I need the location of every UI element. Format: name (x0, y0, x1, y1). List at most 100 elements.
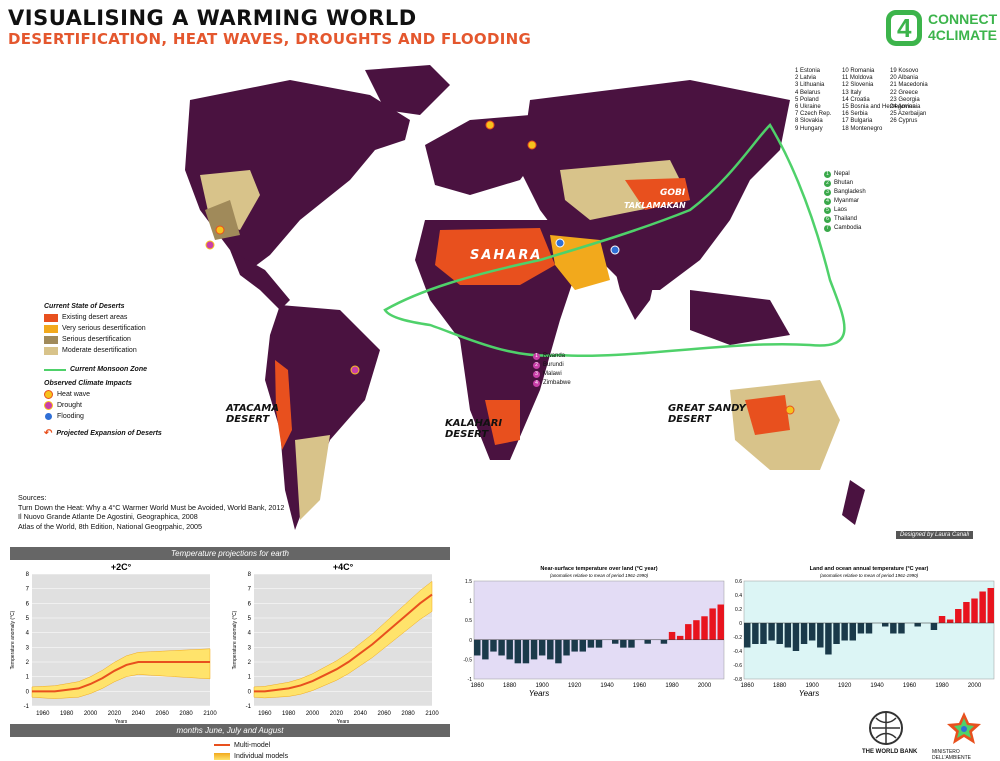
x-tick-label: 1880 (773, 683, 787, 689)
sources-block: Sources: Turn Down the Heat: Why a 4°C W… (18, 493, 284, 531)
x-tick-label: 2040 (132, 711, 146, 717)
chart-subtitle: (anomalies relative to mean of period 19… (550, 573, 649, 578)
bar (579, 639, 586, 652)
kalahari-label: KALAHARI DESERT (445, 418, 503, 440)
y-tick-label: -0.2 (733, 635, 742, 641)
x-tick-label: 1960 (258, 711, 272, 717)
key-label: Cambodia (834, 225, 862, 231)
legend-moderate: Moderate desertification (62, 346, 137, 354)
key-label: Burundi (543, 362, 564, 368)
country-key-item: 13 Italy (842, 89, 862, 96)
bar (898, 623, 905, 634)
bar (660, 639, 668, 644)
key-number-icon: 1 (824, 171, 831, 178)
x-tick-label: 1960 (903, 683, 917, 689)
drought-marker (205, 240, 215, 250)
x-tick-label: 1900 (806, 683, 820, 689)
x-tick-label: 1960 (633, 683, 647, 689)
bar (474, 639, 481, 656)
bar (987, 588, 994, 623)
bar (971, 598, 978, 623)
country-key-item: 14 Croatia (842, 96, 870, 103)
bar (676, 635, 684, 640)
bar (752, 623, 759, 644)
south-america-landmass (265, 305, 380, 530)
x-tick-label: 2000 (968, 683, 982, 689)
y-tick-label: -1 (246, 704, 252, 710)
bar (498, 639, 505, 656)
y-axis-label: Temperature anomaly (°C) (232, 610, 238, 669)
connect4climate-logo[interactable]: 4 CONNECT 4CLIMATE (886, 8, 998, 48)
projections-band-bottom: months June, July and August (10, 724, 450, 737)
numbered-key-item: 3 Malawi (533, 370, 571, 379)
y-tick-label: 3 (26, 645, 30, 651)
x-tick-label: 1920 (568, 683, 582, 689)
country-key-item: 21 Macedonia (890, 82, 928, 89)
gobi-taklamakan-desert (625, 178, 690, 210)
bar (693, 620, 700, 640)
projection-chart-2c: +2C° -1 0 1 2 3 4 5 6 7 8 1960 1980 2000 2020 2040 2060 2… (10, 562, 217, 725)
logo-text-line1: CONNECT (928, 11, 998, 27)
legend-existing: Existing desert areas (62, 313, 128, 321)
legend-multi-model: Multi-model (234, 741, 271, 749)
x-tick-label: 1900 (536, 683, 550, 689)
bar (571, 639, 578, 652)
x-tick-label: 2020 (330, 711, 344, 717)
country-key-item: 16 Serbia (842, 111, 868, 118)
projected-expansion-arrow-icon: ↶ (44, 427, 53, 439)
individual-models-band (253, 580, 433, 699)
flooding-marker (610, 245, 620, 255)
x-tick-label: 1980 (665, 683, 679, 689)
land-ocean-temperature-chart: Land and ocean annual temperature (°C ye… (733, 566, 995, 698)
projections-band-title: Temperature projections for earth (10, 547, 450, 560)
land-temperature-chart: Near-surface temperature over land (°C y… (463, 566, 725, 698)
bar (768, 623, 775, 641)
atacama-desert-area (275, 360, 292, 450)
bar (709, 608, 716, 640)
source-line: Il Nuovo Grande Atlante De Agostini, Geo… (18, 512, 198, 521)
key-number-icon: 4 (533, 380, 540, 387)
multi-model-line (32, 661, 210, 693)
bar (979, 591, 986, 623)
key-number-icon: 2 (533, 362, 540, 369)
projection-legend: Multi-model Individual models (214, 740, 288, 761)
design-credit: Designed by Laura Canali (896, 531, 974, 539)
y-tick-label: 2 (248, 660, 252, 666)
y-tick-label: 1 (469, 599, 472, 605)
key-label: Laos (834, 207, 848, 213)
x-axis-label: Years (799, 689, 819, 698)
x-tick-label: 2040 (354, 711, 368, 717)
y-tick-label: 5 (248, 616, 252, 622)
bar (784, 623, 792, 648)
chart-title: Land and ocean annual temperature (°C ye… (810, 566, 929, 572)
bar (800, 623, 808, 644)
key-number-icon: 3 (533, 371, 540, 378)
x-tick-label: 1940 (600, 683, 614, 689)
india-landmass (610, 250, 660, 320)
arabia-desert-area (550, 235, 610, 290)
bar (490, 639, 497, 652)
x-tick-label: 1980 (935, 683, 949, 689)
heat-wave-marker (485, 120, 495, 130)
y-tick-label: 0.4 (735, 593, 742, 599)
x-tick-label: 2060 (378, 711, 392, 717)
country-key-item: 11 Moldova (842, 75, 873, 82)
key-label: Malawi (543, 371, 562, 377)
y-tick-label: 5 (26, 616, 30, 622)
bar (530, 639, 538, 660)
x-tick-label: 1980 (60, 711, 74, 717)
europe-landmass (425, 115, 550, 195)
bar (555, 639, 562, 664)
bar (744, 623, 751, 648)
key-label: Rwanda (543, 353, 566, 359)
y-tick-label: 8 (248, 572, 252, 578)
key-label: Zimbabwe (543, 380, 571, 386)
x-tick-label: 1940 (870, 683, 884, 689)
y-tick-label: 4 (248, 631, 252, 637)
drought-icon (44, 401, 53, 410)
x-tick-label: 2080 (179, 711, 193, 717)
bar (595, 639, 603, 648)
drought-marker (350, 365, 360, 375)
x-tick-label: 2100 (425, 711, 439, 717)
country-key-item: 3 Lithuania (795, 82, 825, 89)
